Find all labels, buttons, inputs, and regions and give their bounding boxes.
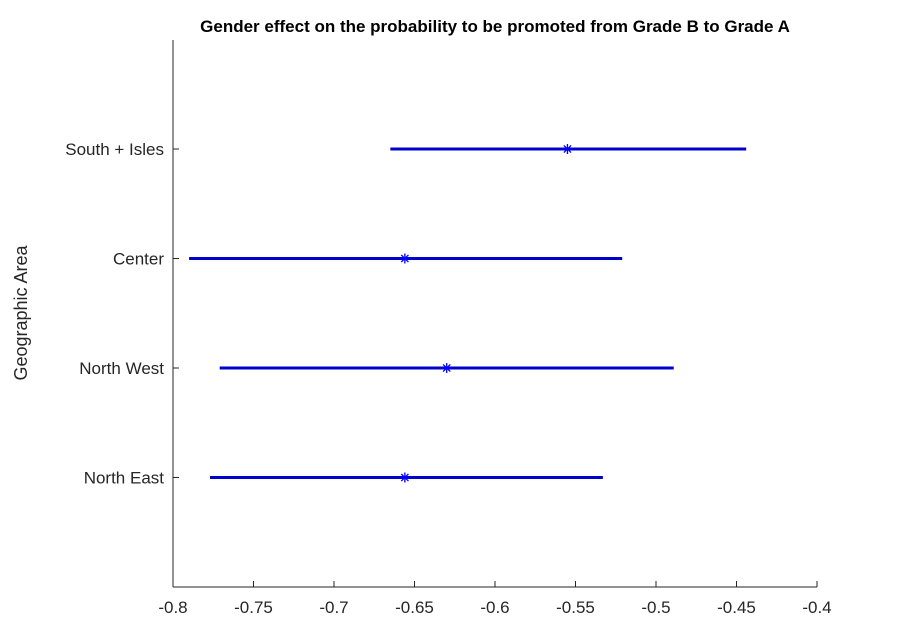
errorbar-center xyxy=(189,253,623,264)
errorbar-south-isles xyxy=(390,144,747,154)
point-estimate-marker xyxy=(562,144,573,154)
point-estimate-marker xyxy=(441,363,452,373)
x-tick-label: -0.55 xyxy=(556,598,595,617)
x-tick-label: -0.65 xyxy=(395,598,434,617)
x-tick-label: -0.5 xyxy=(641,598,670,617)
errorbar-north-east xyxy=(210,472,603,483)
point-estimate-marker xyxy=(399,253,410,264)
x-tick-label: -0.6 xyxy=(480,598,509,617)
x-ticks: -0.8 -0.75 -0.7 -0.65 -0.6 -0.55 -0.5 -0.45 -0.4 xyxy=(158,581,832,617)
y-tick-label: South + Isles xyxy=(65,140,164,159)
y-tick-label: North West xyxy=(79,359,164,378)
x-tick-label: -0.7 xyxy=(319,598,348,617)
errorbar-north-west xyxy=(219,363,674,373)
y-tick-label: North East xyxy=(84,469,165,488)
y-axis-label: Geographic Area xyxy=(11,244,31,380)
x-tick-label: -0.45 xyxy=(717,598,756,617)
chart-title: Gender effect on the probability to be p… xyxy=(200,17,790,36)
x-tick-label: -0.75 xyxy=(234,598,273,617)
y-tick-label: Center xyxy=(113,250,164,269)
y-ticks: North East North West Center South + Isles xyxy=(65,140,179,488)
x-tick-label: -0.4 xyxy=(802,598,831,617)
x-tick-label: -0.8 xyxy=(158,598,187,617)
point-estimate-marker xyxy=(399,472,410,483)
data-series xyxy=(189,144,747,483)
